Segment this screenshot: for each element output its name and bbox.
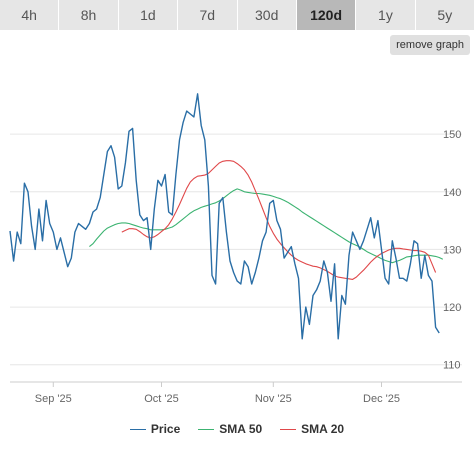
x-tick-label-2: Nov '25: [255, 393, 292, 405]
legend-item-price[interactable]: Price: [129, 422, 181, 436]
series-line-price: [9, 93, 440, 340]
x-tick-label-3: Dec '25: [363, 393, 400, 405]
tab-120d[interactable]: 120d: [296, 0, 357, 30]
series-line-sma-50: [89, 188, 444, 264]
series-line-sma-20: [121, 160, 437, 280]
y-tick-label-150: 150: [443, 129, 461, 141]
tab-8h[interactable]: 8h: [59, 0, 119, 30]
x-tick-label-1: Oct '25: [144, 393, 179, 405]
x-tick-label-0: Sep '25: [35, 393, 72, 405]
legend-swatch-price: [129, 428, 146, 430]
legend-label-sma20: SMA 20: [301, 422, 345, 436]
y-tick-label-110: 110: [443, 360, 461, 372]
tab-5y[interactable]: 5y: [415, 0, 474, 30]
price-chart: 110 120 130 140 150 Sep '25 Oct '25 Nov '25 Dec …: [9, 93, 462, 405]
tab-4h[interactable]: 4h: [0, 0, 60, 30]
y-tick-label-130: 130: [443, 244, 461, 256]
legend-item-sma50[interactable]: SMA 50: [198, 422, 262, 436]
y-tick-label-140: 140: [443, 187, 461, 199]
legend-label-sma50: SMA 50: [219, 422, 263, 436]
remove-graph-button[interactable]: remove graph: [390, 35, 470, 55]
tab-30d[interactable]: 30d: [237, 0, 297, 30]
legend-label-price: Price: [150, 422, 181, 436]
legend-swatch-sma50: [198, 428, 215, 430]
legend-item-sma20[interactable]: SMA 20: [280, 422, 344, 436]
tab-7d[interactable]: 7d: [178, 0, 238, 30]
y-tick-label-120: 120: [443, 302, 461, 314]
chart-legend: Price SMA 50 SMA 20: [0, 418, 474, 440]
tab-1y[interactable]: 1y: [356, 0, 416, 30]
tab-1d[interactable]: 1d: [118, 0, 179, 30]
legend-swatch-sma20: [280, 428, 297, 430]
range-tabs: 4h 8h 1d 7d 30d 120d 1y 5y: [0, 0, 474, 30]
